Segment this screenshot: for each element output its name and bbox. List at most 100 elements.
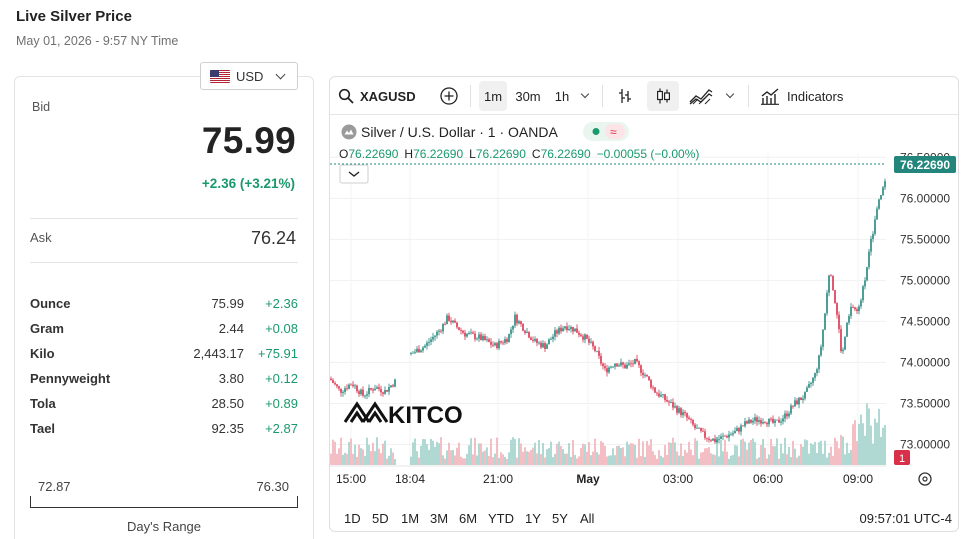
candle-body [648,376,650,381]
volume-bar [642,441,644,465]
chart-type-dropdown-button[interactable] [722,81,738,111]
candle-body [518,321,520,324]
candle-body [592,341,594,347]
volume-bar [850,449,852,465]
candle-body [496,343,498,349]
interval-dropdown-button[interactable] [577,81,593,111]
range-5y-button[interactable]: 5Y [552,510,568,526]
range-all-button[interactable]: All [580,510,595,526]
volume-bar [724,439,726,465]
volume-bar [516,457,518,465]
volume-bar [718,456,720,465]
candle-body [862,286,864,301]
volume-bar [648,445,650,465]
candle-body [616,363,618,367]
volume-bar [430,438,432,465]
volume-bar [674,442,676,465]
volume-bar [854,420,856,465]
interval-1h-button[interactable]: 1h [554,88,570,104]
candle-body [864,280,866,287]
volume-bar [582,443,584,465]
volume-bar [662,457,664,465]
compare-symbol-button[interactable] [436,81,462,111]
candle-body [624,364,626,369]
candle-body [756,417,758,422]
interval-1m-button[interactable]: 1m [479,81,507,111]
unit-name: Gram [30,321,64,336]
candle-body [562,328,564,332]
candle-body [742,425,744,427]
range-3m-button[interactable]: 3M [430,510,449,526]
delayed-data-badge [605,124,625,139]
chart-legend: Silver / U.S. Dollar · 1 · OANDA ≈ O76.2… [339,122,699,184]
candle-body [480,334,482,341]
volume-bar [544,457,546,465]
range-1d-button[interactable]: 1D [344,510,361,526]
chart-clock[interactable]: 09:57:01 UTC-4 [859,510,953,526]
candles-chart-type-button[interactable] [647,81,679,111]
candle-body [580,334,582,337]
range-5d-button[interactable]: 5D [372,510,389,526]
candle-body [546,344,548,349]
candle-body [684,412,686,414]
area-chart-icon [689,89,713,105]
days-range-high: 76.30 [256,479,289,494]
search-icon [338,88,354,104]
range-6m-button[interactable]: 6M [459,510,478,526]
candle-body [774,420,776,423]
candle-body [836,303,838,315]
symbol-search-button[interactable]: XAGUSD [338,81,418,111]
legend-collapse-button[interactable] [339,164,369,184]
price-chart[interactable]: Silver / U.S. Dollar · 1 · OANDA ≈ O76.2… [330,115,959,501]
chart-settings-button[interactable] [918,472,932,486]
range-1m-button[interactable]: 1M [401,510,420,526]
candle-body [746,421,748,424]
chevron-down-icon [348,171,360,177]
volume-bar [772,445,774,465]
volume-bar [530,449,532,465]
candle-body [446,315,448,325]
volume-bar [492,457,494,465]
volume-bar [414,438,416,465]
candle-body [650,380,652,388]
volume-bar [826,457,828,465]
range-ytd-button[interactable]: YTD [488,510,514,526]
volume-bar [692,455,694,465]
time-tick-label: 15:00 [336,472,366,486]
volume-bar [762,439,764,465]
candle-body [810,382,812,385]
candle-body [332,380,334,383]
volume-bar [560,446,562,465]
watermark-text: KITCO [388,402,463,429]
volume-bar [858,423,860,465]
volume-bar [426,444,428,465]
days-range-label: Day's Range [126,519,202,534]
volume-bar [500,452,502,465]
bar-chart-type-button[interactable] [612,81,638,111]
currency-label: USD [236,68,264,84]
volume-bar [790,457,792,465]
volume-bar [588,442,590,465]
unit-name: Tola [30,396,56,411]
indicators-button[interactable]: Indicators [760,81,860,111]
candle-body [366,394,368,396]
area-chart-type-button[interactable] [686,81,716,111]
range-1y-button[interactable]: 1Y [525,510,541,526]
volume-bar [334,441,336,465]
time-tick-label: 03:00 [663,472,693,486]
volume-bar [360,448,362,465]
currency-select[interactable]: USD [200,62,298,90]
volume-bar [884,425,886,465]
volume-bar [566,453,568,465]
volume-bar [462,458,464,465]
volume-bar [428,449,430,465]
price-tick-label: 73.00000 [900,437,950,451]
volume-bar [686,452,688,465]
chart-canvas[interactable]: Silver / U.S. Dollar · 1 · OANDA ≈ O76.2… [330,115,959,501]
unit-change: +0.89 [265,396,298,411]
volume-bar [618,445,620,465]
volume-bar [496,437,498,465]
interval-30m-button[interactable]: 30m [515,88,541,104]
candle-body [350,384,352,386]
volume-bar [380,453,382,465]
